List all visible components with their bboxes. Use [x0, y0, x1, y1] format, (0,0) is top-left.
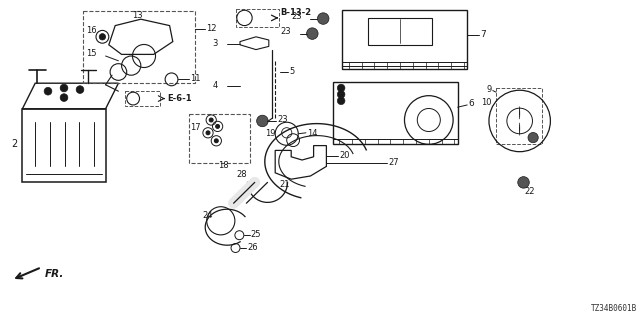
Text: 23: 23 [291, 12, 302, 21]
Text: 20: 20 [339, 151, 349, 160]
Text: 5: 5 [289, 67, 294, 76]
Circle shape [206, 131, 210, 135]
Circle shape [337, 91, 345, 98]
Text: 2: 2 [12, 139, 18, 149]
Text: 13: 13 [132, 11, 143, 20]
Circle shape [44, 87, 52, 95]
Text: 16: 16 [86, 26, 97, 35]
Bar [368, 18, 432, 45]
Text: 3: 3 [212, 39, 218, 48]
Bar [236, 9, 279, 27]
Text: E-6-1: E-6-1 [168, 94, 192, 103]
Text: 14: 14 [307, 129, 317, 138]
Text: 9: 9 [486, 85, 492, 94]
Text: 23: 23 [278, 115, 289, 124]
Circle shape [307, 28, 318, 39]
Text: 10: 10 [481, 98, 492, 107]
Text: 28: 28 [236, 170, 247, 179]
Circle shape [214, 139, 218, 143]
Text: 27: 27 [388, 158, 399, 167]
Circle shape [257, 115, 268, 127]
Circle shape [317, 13, 329, 24]
Bar [333, 82, 458, 144]
Circle shape [76, 86, 84, 93]
Text: 25: 25 [251, 230, 261, 239]
Text: 15: 15 [86, 49, 97, 58]
Text: 11: 11 [190, 74, 200, 83]
Circle shape [337, 97, 345, 105]
Text: 17: 17 [190, 123, 201, 132]
Text: 18: 18 [218, 161, 228, 170]
Text: 23: 23 [280, 28, 291, 36]
Circle shape [209, 118, 213, 122]
Circle shape [528, 132, 538, 143]
Bar [189, 114, 250, 163]
Bar [125, 91, 160, 106]
Text: 12: 12 [206, 24, 216, 33]
Text: TZ34B0601B: TZ34B0601B [591, 304, 637, 313]
Circle shape [99, 34, 106, 40]
Text: 19: 19 [265, 129, 275, 138]
Text: FR.: FR. [45, 268, 64, 279]
Bar [83, 11, 195, 83]
Circle shape [60, 84, 68, 92]
Bar [496, 88, 542, 144]
Bar [22, 109, 106, 182]
Text: 21: 21 [280, 180, 290, 189]
Text: 22: 22 [525, 188, 535, 196]
Circle shape [216, 124, 220, 128]
Bar [342, 10, 467, 69]
Circle shape [60, 94, 68, 101]
Text: 26: 26 [247, 243, 258, 252]
Circle shape [518, 177, 529, 188]
Text: 6: 6 [468, 100, 474, 108]
Circle shape [337, 84, 345, 92]
Text: B-13-2: B-13-2 [280, 8, 312, 17]
Text: 7: 7 [480, 30, 486, 39]
Text: 24: 24 [202, 212, 212, 220]
Text: 4: 4 [212, 81, 218, 90]
